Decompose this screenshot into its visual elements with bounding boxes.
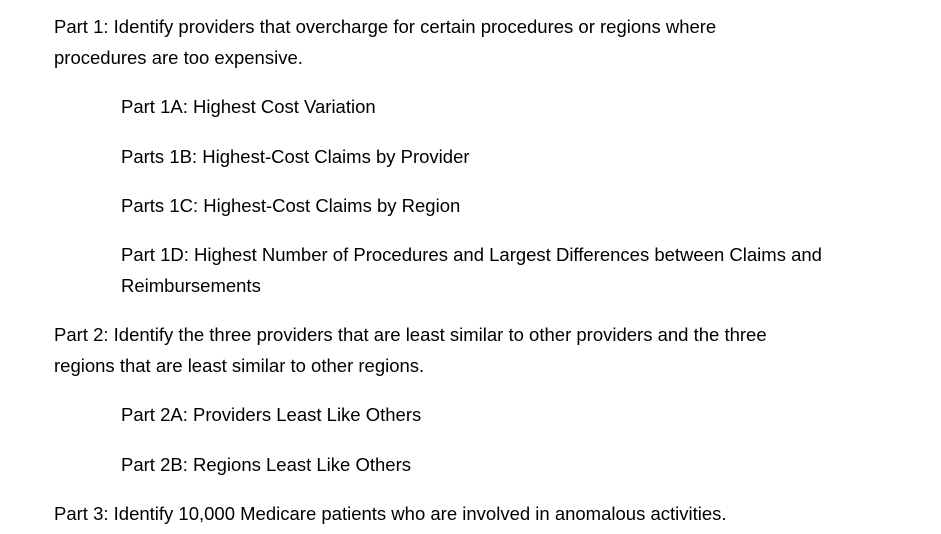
part-2-line-2: regions that are least similar to other … <box>54 355 425 376</box>
part-1a-heading: Part 1A: Highest Cost Variation <box>121 91 376 122</box>
part-1-paragraph: Part 1: Identify providers that overchar… <box>54 11 716 73</box>
part-2b-text: Part 2B: Regions Least Like Others <box>121 454 411 475</box>
part-2-line-1: Part 2: Identify the three providers tha… <box>54 324 767 345</box>
part-2b-heading: Part 2B: Regions Least Like Others <box>121 449 411 480</box>
part-2-paragraph: Part 2: Identify the three providers tha… <box>54 319 767 381</box>
part-1c-heading: Parts 1C: Highest-Cost Claims by Region <box>121 190 460 221</box>
part-2a-text: Part 2A: Providers Least Like Others <box>121 404 422 425</box>
part-1d-paragraph: Part 1D: Highest Number of Procedures an… <box>121 239 822 301</box>
part-3-paragraph: Part 3: Identify 10,000 Medicare patient… <box>54 498 727 529</box>
part-3-text: Part 3: Identify 10,000 Medicare patient… <box>54 503 727 524</box>
part-1a-text: Part 1A: Highest Cost Variation <box>121 96 376 117</box>
part-1-line-2: procedures are too expensive. <box>54 47 303 68</box>
part-1b-heading: Parts 1B: Highest-Cost Claims by Provide… <box>121 141 470 172</box>
part-1d-line-1: Part 1D: Highest Number of Procedures an… <box>121 244 822 265</box>
part-1-line-1: Part 1: Identify providers that overchar… <box>54 16 717 37</box>
part-1c-text: Parts 1C: Highest-Cost Claims by Region <box>121 195 461 216</box>
part-1d-line-2: Reimbursements <box>121 275 261 296</box>
part-2a-heading: Part 2A: Providers Least Like Others <box>121 399 421 430</box>
part-1b-text: Parts 1B: Highest-Cost Claims by Provide… <box>121 146 470 167</box>
